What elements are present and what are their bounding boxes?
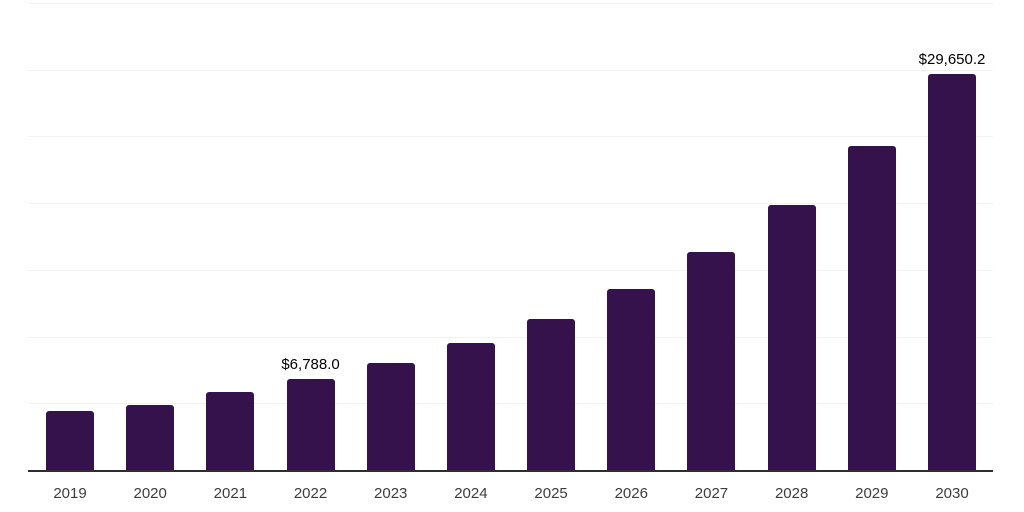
x-axis-label-2019: 2019 (53, 485, 87, 502)
bar-2020 (126, 405, 175, 470)
gridline-35000 (28, 3, 993, 4)
bar-2019 (46, 411, 94, 470)
x-axis-label-2021: 2021 (213, 485, 248, 502)
gridline-15000 (28, 269, 993, 271)
gridline-5000 (28, 403, 993, 405)
bar-2025 (527, 319, 576, 470)
gridline-30000 (28, 69, 993, 71)
x-axis-line (28, 470, 993, 472)
bar-2028 (767, 205, 816, 470)
x-axis-label-2022: 2022 (293, 485, 328, 502)
x-axis-label-2025: 2025 (534, 485, 568, 502)
value-label-2022: $6,788.0 (281, 356, 340, 374)
bar-2021 (206, 391, 255, 470)
bar-2024 (446, 342, 495, 470)
value-label-2030: $29,650.2 (918, 51, 986, 69)
x-axis-label-2030: 2030 (935, 485, 969, 502)
x-axis-label-2029: 2029 (855, 485, 889, 502)
bar-2026 (607, 289, 656, 470)
x-axis-label-2020: 2020 (133, 485, 167, 502)
bar-2022 (286, 379, 335, 470)
x-axis-label-2023: 2023 (374, 485, 408, 502)
x-axis-label-2028: 2028 (774, 485, 809, 502)
gridline-20000 (28, 203, 993, 205)
x-axis-label-2026: 2026 (614, 485, 648, 502)
gridline-10000 (28, 336, 993, 338)
x-axis-label-2027: 2027 (694, 485, 729, 502)
bar-2030 (928, 74, 976, 470)
bar-2029 (847, 146, 896, 470)
bar-2023 (366, 363, 415, 470)
gridline-25000 (28, 136, 993, 138)
bar-2027 (687, 251, 736, 470)
x-axis-label-2024: 2024 (454, 485, 488, 502)
